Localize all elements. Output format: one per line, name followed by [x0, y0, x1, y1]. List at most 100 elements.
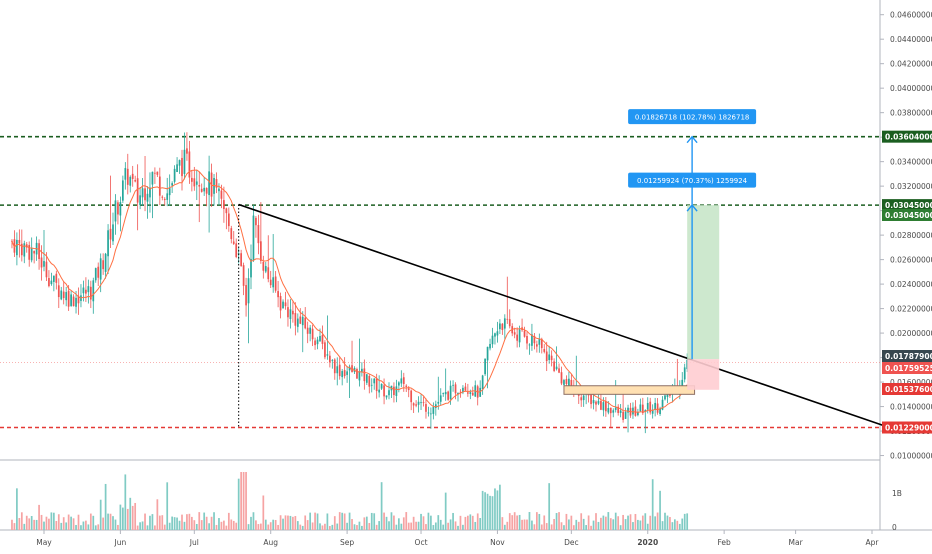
candle-body	[309, 327, 312, 334]
volume-bar	[476, 513, 479, 530]
volume-bar	[223, 520, 225, 530]
volume-bar	[526, 519, 528, 530]
candle-body	[437, 401, 440, 404]
candle-body	[294, 313, 297, 326]
candle-body	[92, 280, 95, 302]
candle-body	[205, 187, 208, 194]
volume-bar	[580, 513, 583, 530]
volume-bar	[144, 513, 146, 530]
volume-bar	[464, 516, 467, 530]
volume-bar	[346, 522, 348, 530]
candle-body	[543, 349, 546, 352]
volume-bar	[629, 514, 632, 530]
volume-bar	[136, 525, 139, 530]
volume-bar	[501, 517, 504, 530]
volume-bar	[48, 518, 50, 530]
candle-body	[52, 275, 55, 282]
candle-body	[627, 407, 629, 413]
volume-bar	[16, 488, 18, 530]
volume-bar	[681, 518, 684, 530]
volume-tick-label: 1B	[892, 489, 902, 498]
price-axis-label-text: 0.01537600	[885, 385, 932, 394]
volume-bar	[43, 521, 45, 530]
volume-bar	[80, 525, 82, 530]
price-tick-label: 0.03800000	[890, 109, 932, 118]
candle-body	[178, 160, 181, 166]
volume-bar	[558, 512, 560, 530]
candle-body	[346, 371, 348, 375]
candle-body	[481, 375, 484, 389]
volume-bar	[287, 515, 289, 530]
candle-body	[67, 290, 70, 307]
candle-body	[114, 200, 117, 222]
volume-bar	[454, 521, 457, 530]
candle-body	[338, 364, 341, 377]
measure-label-box	[628, 109, 757, 125]
volume-bar	[336, 523, 339, 530]
candle-body	[250, 258, 252, 278]
candle-body	[208, 171, 210, 196]
candle-body	[506, 318, 509, 320]
candle-body	[356, 368, 358, 379]
volume-bar	[141, 521, 144, 530]
volume-bar	[686, 513, 689, 530]
price-tick-label: 0.01400000	[890, 403, 932, 412]
candle-body	[235, 243, 238, 258]
loss-zone	[687, 359, 720, 390]
price-axis-label-box	[882, 130, 932, 143]
candle-body	[540, 338, 543, 349]
candle-body	[469, 392, 472, 394]
volume-bar	[410, 522, 413, 530]
candle-body	[183, 149, 186, 174]
candle-body	[560, 372, 563, 384]
volume-bar	[587, 515, 590, 530]
candle-body	[415, 404, 417, 406]
candle-body	[358, 371, 361, 381]
support-range-box	[563, 385, 696, 395]
candle-body	[218, 188, 220, 192]
volume-bar	[277, 524, 279, 530]
volume-bar	[272, 519, 275, 530]
volume-bar	[673, 519, 676, 530]
volume-bar	[57, 514, 60, 530]
volume-bar	[341, 512, 344, 530]
candle-body	[612, 410, 615, 413]
volume-bar	[299, 524, 302, 530]
candle-body	[18, 239, 21, 244]
volume-bar	[178, 520, 181, 530]
candle-body	[597, 400, 600, 404]
candle-body	[326, 354, 329, 356]
volume-bar	[646, 523, 649, 530]
volume-bar	[13, 523, 16, 530]
volume-bar	[168, 522, 171, 530]
candle-body	[646, 402, 649, 410]
volume-bar	[447, 522, 450, 530]
volume-bar	[321, 525, 324, 530]
volume-bar	[358, 521, 361, 530]
volume-bar	[491, 496, 494, 530]
candle-body	[604, 401, 607, 412]
candle-body	[422, 402, 425, 403]
candle-body	[272, 277, 275, 288]
volume-bar	[619, 525, 622, 530]
volume-bar	[82, 521, 85, 530]
candle-body	[528, 344, 531, 346]
volume-bar	[535, 512, 538, 530]
time-tick-label: Oct	[415, 538, 428, 547]
candle-body	[449, 385, 452, 400]
measure-arrow-head	[686, 135, 698, 144]
time-tick-label: Nov	[490, 538, 505, 547]
volume-bar	[119, 504, 122, 530]
candle-body	[223, 200, 225, 210]
candle-body	[434, 404, 437, 409]
candle-body	[141, 188, 144, 198]
candle-body	[245, 285, 247, 306]
volume-bar	[250, 516, 252, 530]
volume-bar	[462, 524, 464, 530]
volume-bar	[568, 519, 570, 530]
candle-body	[264, 266, 267, 272]
volume-bar	[173, 517, 176, 530]
candle-body	[72, 296, 75, 307]
